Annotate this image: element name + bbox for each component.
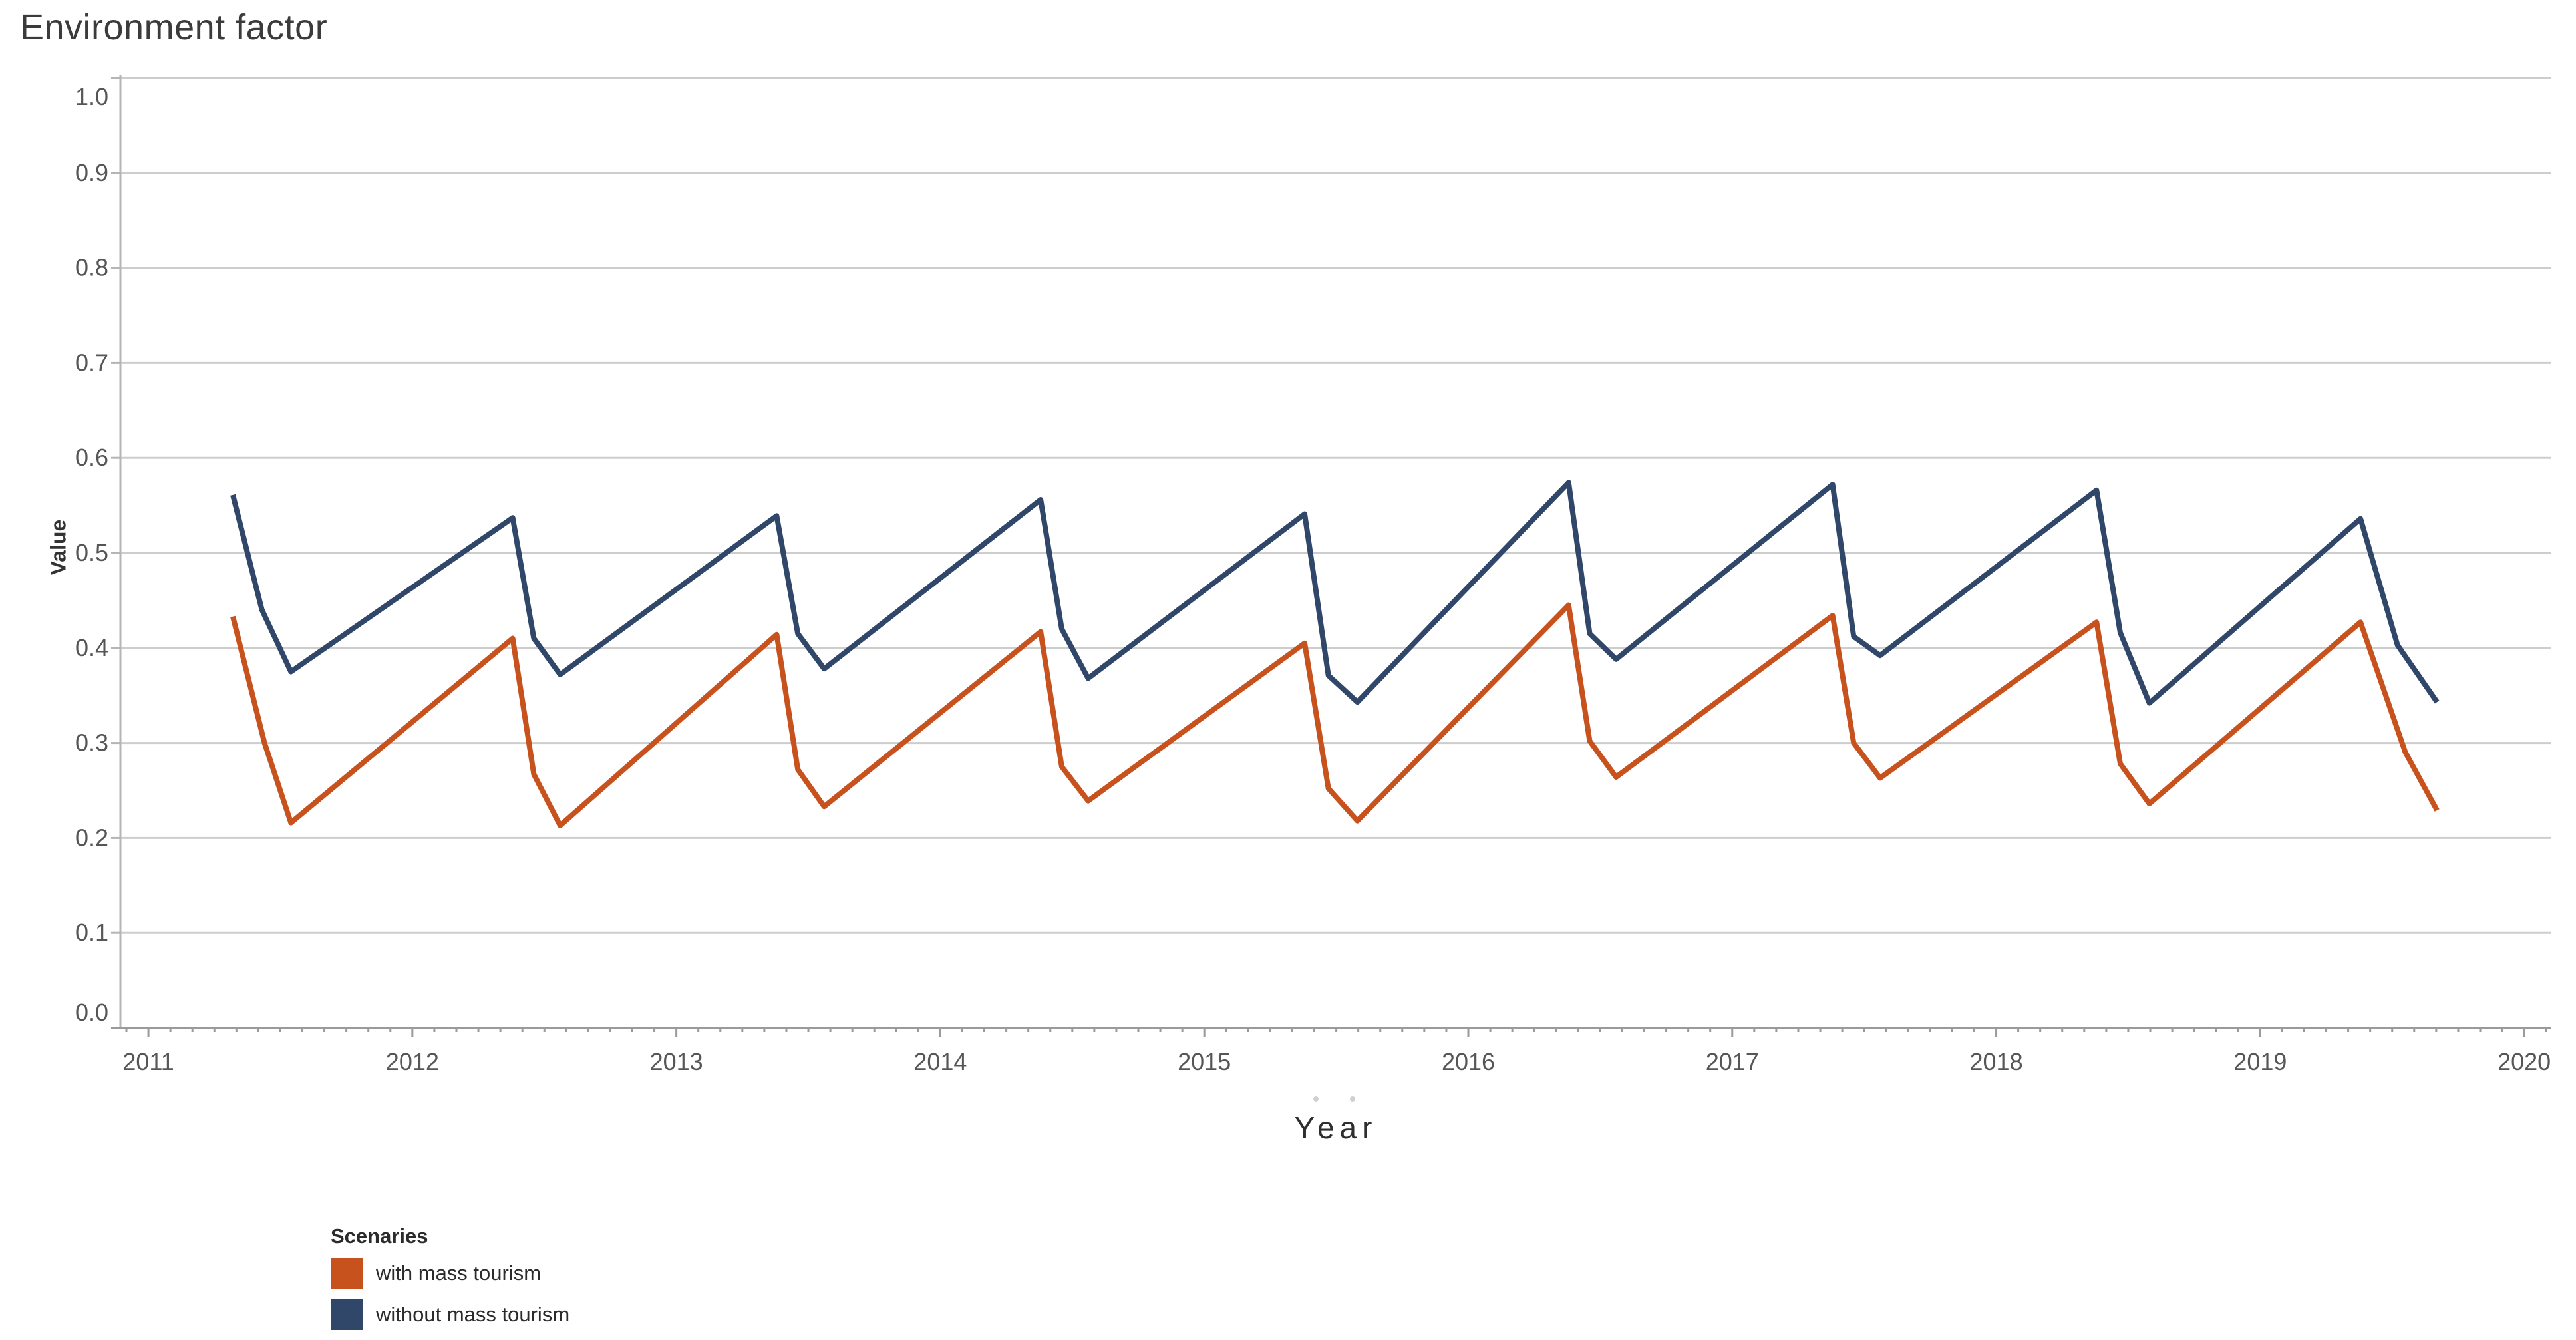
gridlines: [120, 77, 2551, 934]
y-tick-label: 0.7: [75, 349, 108, 376]
series-line-with-mass-tourism: [230, 602, 2440, 828]
y-tick-label: 0.1: [75, 919, 108, 946]
legend-label: without mass tourism: [376, 1303, 570, 1326]
legend-title: Scenaries: [331, 1224, 428, 1248]
legend-swatch-without-mass-tourism: [331, 1299, 363, 1330]
legend-item-with-mass-tourism: with mass tourism: [331, 1257, 569, 1289]
x-tick-label: 2017: [1706, 1048, 1759, 1075]
y-tick-label: 0.0: [75, 999, 108, 1026]
x-tick-label: 2020: [2497, 1048, 2551, 1075]
y-tick-label: 0.4: [75, 634, 108, 661]
y-tick-label: 0.9: [75, 159, 108, 186]
speck: [1350, 1096, 1355, 1102]
legend-item-without-mass-tourism: without mass tourism: [331, 1299, 569, 1331]
x-tick-label: 2014: [913, 1048, 967, 1075]
chart-title: Environment factor: [20, 7, 328, 47]
x-tick-label: 2013: [650, 1048, 703, 1075]
legend-label: with mass tourism: [376, 1261, 542, 1285]
x-tick-label: 2011: [122, 1048, 174, 1075]
y-tick-label: 0.8: [75, 254, 108, 281]
legend-swatch-with-mass-tourism: [331, 1258, 363, 1289]
y-tick-label: 0.2: [75, 824, 108, 851]
y-tick-label: 0.5: [75, 539, 108, 566]
x-tick-label: 2019: [2233, 1048, 2287, 1075]
y-tick-label: 0.6: [75, 444, 108, 471]
y-tick-label: 0.3: [75, 729, 108, 756]
speck: [1313, 1096, 1319, 1102]
y-tick-label: 1.0: [75, 83, 108, 110]
x-tick-label: 2015: [1178, 1048, 1231, 1075]
series-line-without-mass-tourism: [230, 480, 2440, 706]
y-axis: 0.0 0.1 0.2 0.3 0.4 0.5 0.6 0.7 0.8 0.9 1.0: [75, 75, 122, 1029]
x-axis-title: Year: [1294, 1110, 1378, 1145]
x-tick-label: 2016: [1442, 1048, 1495, 1075]
x-axis: 2011 2012 2013 2014 2015 2016 2017 2018 2019 2020: [111, 1027, 2551, 1075]
x-tick-label: 2012: [386, 1048, 439, 1075]
legend: Scenaries with mass tourism without mass…: [331, 1224, 569, 1340]
x-tick-label: 2018: [1970, 1048, 2023, 1075]
